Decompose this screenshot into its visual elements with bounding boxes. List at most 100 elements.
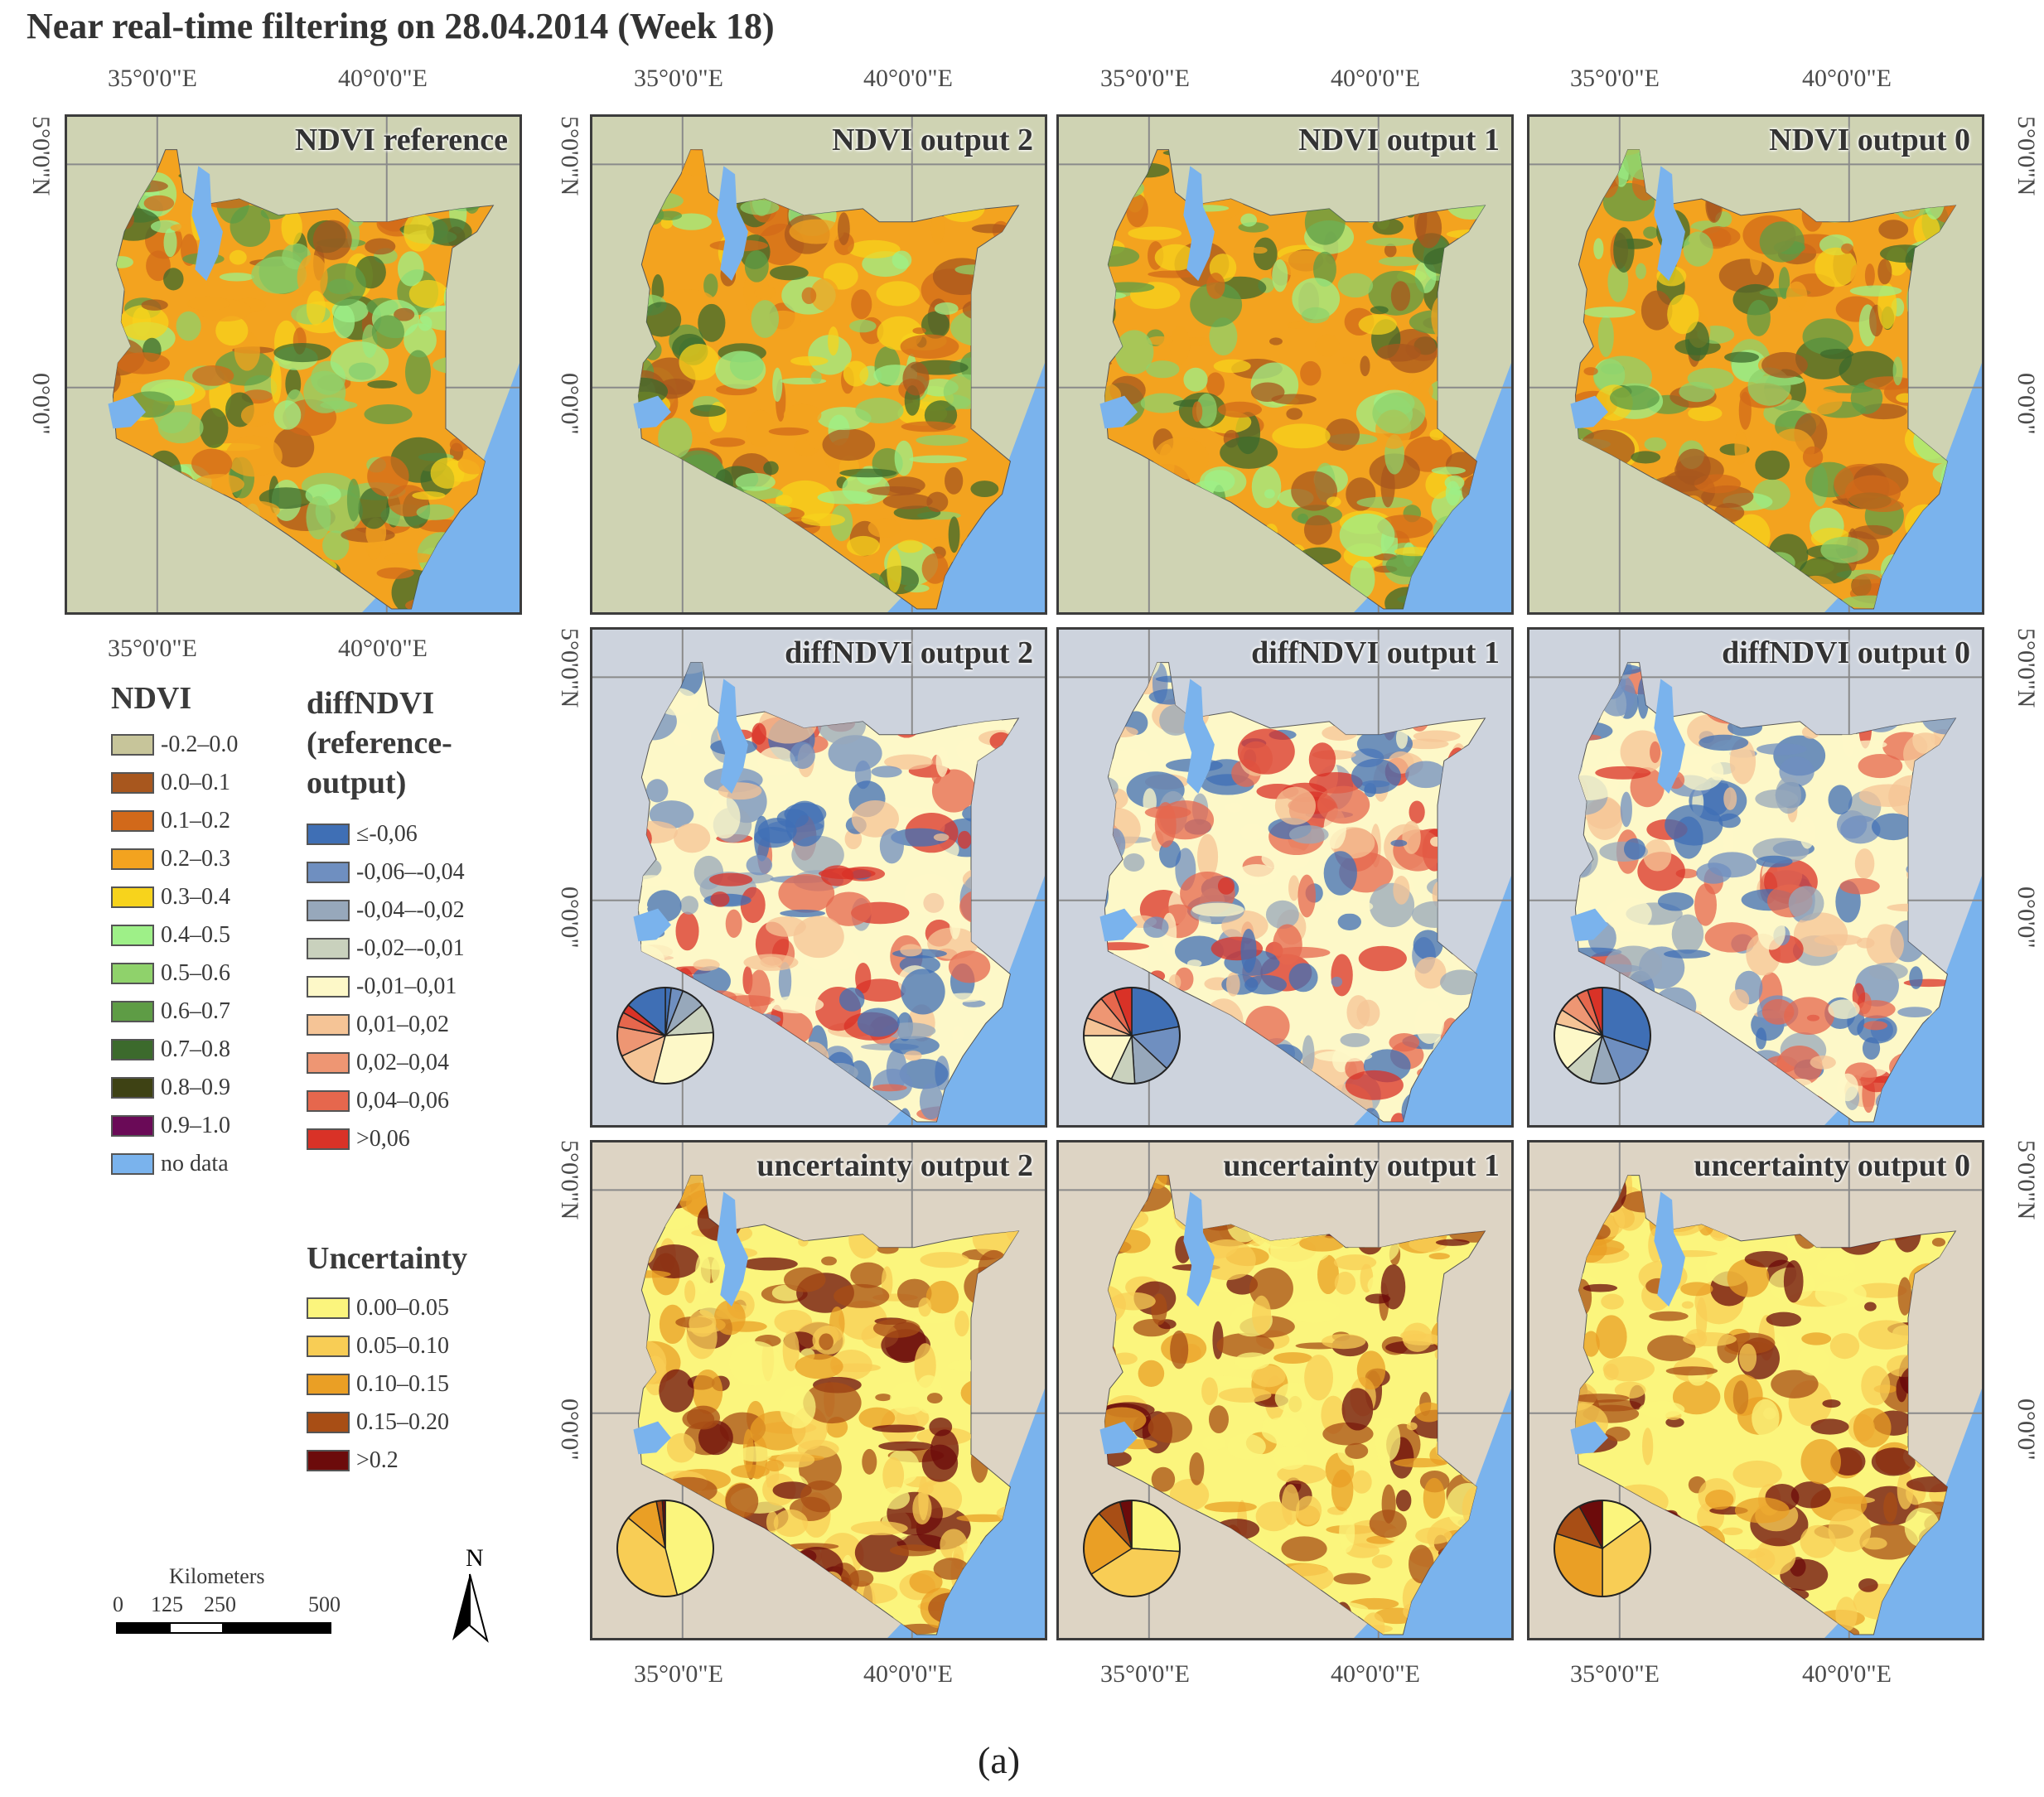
legend-label: 0.3–0.4 bbox=[161, 884, 230, 910]
bottom-tick-35-col3: 35°0'0"E bbox=[1100, 1660, 1190, 1688]
legend-swatch bbox=[307, 900, 350, 921]
bottom-tick-40-ref: 40°0'0"E bbox=[338, 635, 428, 662]
legend-label: 0.7–0.8 bbox=[161, 1036, 230, 1062]
top-tick-35-col2: 35°0'0"E bbox=[634, 65, 723, 92]
legend-item: 0.4–0.5 bbox=[111, 916, 238, 954]
legend-ndvi-title: NDVI bbox=[111, 681, 192, 716]
top-tick-35-col3: 35°0'0"E bbox=[1100, 65, 1190, 92]
panel-label: diffNDVI output 0 bbox=[1722, 635, 1970, 670]
bottom-tick-35-col4: 35°0'0"E bbox=[1570, 1660, 1660, 1688]
legend-swatch bbox=[307, 1336, 350, 1357]
legend-swatch bbox=[111, 1077, 154, 1099]
map-ndvi-reference: NDVI reference bbox=[65, 114, 522, 615]
legend-label: 0.9–1.0 bbox=[161, 1113, 230, 1138]
legend-item: -0,04–-0,02 bbox=[307, 891, 465, 930]
top-tick-35-col4: 35°0'0"E bbox=[1570, 65, 1660, 92]
legend-item: 0,02–0,04 bbox=[307, 1044, 465, 1082]
legend-label: -0,01–0,01 bbox=[356, 973, 457, 999]
bottom-tick-35-col2: 35°0'0"E bbox=[634, 1660, 723, 1688]
pie-chart bbox=[1080, 984, 1183, 1087]
legend-label: -0,02–-0,01 bbox=[356, 935, 465, 961]
panel-label: uncertainty output 2 bbox=[756, 1148, 1033, 1183]
lat-tick-0-row2-mid: 0°0'0" bbox=[556, 886, 583, 949]
top-tick-40-col4: 40°0'0"E bbox=[1802, 65, 1892, 92]
lat-tick-0-row3-mid: 0°0'0" bbox=[556, 1398, 583, 1461]
legend-item: -0,01–0,01 bbox=[307, 968, 465, 1006]
legend-swatch bbox=[111, 1115, 154, 1137]
legend-item: 0.00–0.05 bbox=[307, 1289, 449, 1327]
legend-diff-title-1: diffNDVI bbox=[307, 686, 435, 721]
map-uncertainty-output-1: uncertainty output 1 bbox=[1056, 1140, 1514, 1640]
legend-label: -0,06–-0,04 bbox=[356, 859, 465, 885]
pie-chart bbox=[1551, 1497, 1654, 1600]
map-diffndvi-output-1: diffNDVI output 1 bbox=[1056, 627, 1514, 1128]
legend-swatch bbox=[111, 1039, 154, 1060]
pie-chart bbox=[1551, 984, 1654, 1087]
panel-label: NDVI output 1 bbox=[1298, 123, 1500, 157]
legend-label: >0.2 bbox=[356, 1447, 399, 1473]
legend-diff-title-2: (reference- bbox=[307, 726, 452, 761]
pie-chart bbox=[1080, 1497, 1183, 1600]
legend-label: 0,02–0,04 bbox=[356, 1050, 449, 1075]
legend-label: 0,04–0,06 bbox=[356, 1088, 449, 1113]
bottom-tick-40-col4: 40°0'0"E bbox=[1802, 1660, 1892, 1688]
scale-125: 125 bbox=[151, 1592, 183, 1616]
panel-label: NDVI output 2 bbox=[832, 123, 1033, 157]
legend-item: 0.5–0.6 bbox=[111, 954, 238, 993]
lat-tick-5-row2-right: 5°0'0"N bbox=[2013, 628, 2040, 708]
map-ndvi-output-1: NDVI output 1 bbox=[1056, 114, 1514, 615]
legend-item: 0.2–0.3 bbox=[111, 840, 238, 878]
legend-swatch bbox=[111, 810, 154, 832]
legend-label: 0.00–0.05 bbox=[356, 1295, 449, 1321]
lat-tick-0-row1-mid: 0°0'0" bbox=[556, 373, 583, 435]
bottom-tick-40-col2: 40°0'0"E bbox=[863, 1660, 953, 1688]
scale-bar: Kilometers 0 125 250 500 bbox=[113, 1564, 341, 1639]
panel-label: diffNDVI output 2 bbox=[785, 635, 1033, 670]
legend-item: 0,04–0,06 bbox=[307, 1082, 465, 1120]
legend-label: 0.15–0.20 bbox=[356, 1409, 449, 1435]
legend-swatch bbox=[111, 1001, 154, 1022]
legend-swatch bbox=[307, 1014, 350, 1036]
lat-tick-0-row2-right: 0°0'0" bbox=[2013, 886, 2040, 949]
scale-bar-seg-2 bbox=[169, 1622, 224, 1634]
lat-tick-5-row1-mid: 5°0'0"N bbox=[556, 116, 583, 196]
lat-tick-5-row2-mid: 5°0'0"N bbox=[556, 628, 583, 708]
bottom-tick-40-col3: 40°0'0"E bbox=[1331, 1660, 1420, 1688]
legend-label: 0,01–0,02 bbox=[356, 1012, 449, 1037]
north-label: N bbox=[466, 1544, 484, 1572]
legend-swatch bbox=[111, 963, 154, 984]
legend-item: 0.0–0.1 bbox=[111, 764, 238, 802]
lat-tick-5-row3-mid: 5°0'0"N bbox=[556, 1140, 583, 1220]
legend-ndvi: -0.2–0.0 0.0–0.1 0.1–0.2 0.2–0.3 0.3–0.4 0.4–… bbox=[111, 726, 238, 1183]
legend-swatch bbox=[307, 824, 350, 845]
legend-item: ≤-0,06 bbox=[307, 815, 465, 853]
top-tick-40-col3: 40°0'0"E bbox=[1331, 65, 1420, 92]
legend-label: 0.1–0.2 bbox=[161, 808, 230, 833]
panel-label: uncertainty output 0 bbox=[1694, 1148, 1970, 1183]
legend-diff-title-3: output) bbox=[307, 766, 407, 800]
legend-item: 0.10–0.15 bbox=[307, 1365, 449, 1403]
panel-label: NDVI reference bbox=[294, 123, 508, 157]
legend-item: >0.2 bbox=[307, 1442, 449, 1480]
map-uncertainty-output-2: uncertainty output 2 bbox=[590, 1140, 1047, 1640]
top-tick-40-col2: 40°0'0"E bbox=[863, 65, 953, 92]
legend-label: 0.2–0.3 bbox=[161, 846, 230, 872]
legend-swatch bbox=[111, 1153, 154, 1175]
legend-swatch bbox=[307, 1297, 350, 1319]
panel-label: NDVI output 0 bbox=[1769, 123, 1970, 157]
legend-item: 0.3–0.4 bbox=[111, 878, 238, 916]
panel-label: diffNDVI output 1 bbox=[1251, 635, 1500, 670]
map-uncertainty-output-0: uncertainty output 0 bbox=[1527, 1140, 1984, 1640]
legend-label: -0.2–0.0 bbox=[161, 732, 239, 757]
legend-label: no data bbox=[161, 1151, 229, 1176]
legend-item: -0.2–0.0 bbox=[111, 726, 238, 764]
legend-label: 0.0–0.1 bbox=[161, 770, 230, 795]
lat-tick-0-ref-left: 0°0'0" bbox=[27, 373, 55, 435]
map-diffndvi-output-0: diffNDVI output 0 bbox=[1527, 627, 1984, 1128]
legend-swatch bbox=[307, 1412, 350, 1433]
map-diffndvi-output-2: diffNDVI output 2 bbox=[590, 627, 1047, 1128]
legend-swatch bbox=[307, 1128, 350, 1150]
scale-bar-seg-1 bbox=[116, 1622, 171, 1634]
legend-swatch bbox=[111, 848, 154, 870]
legend-item: 0.15–0.20 bbox=[307, 1403, 449, 1442]
